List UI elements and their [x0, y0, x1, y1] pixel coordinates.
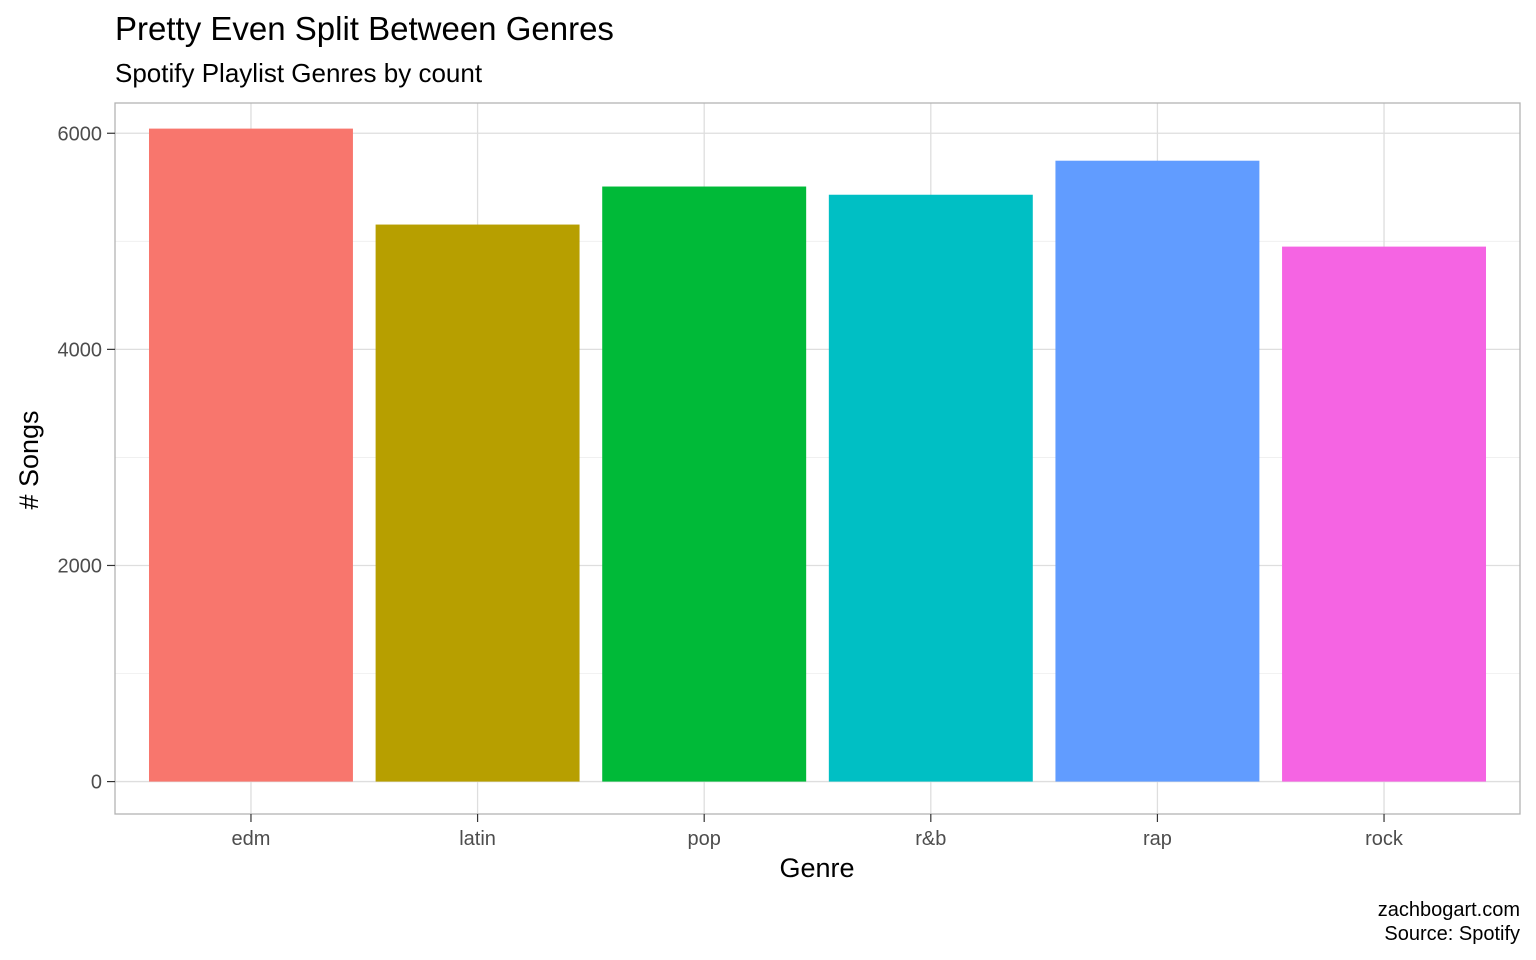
x-tick-label: pop: [688, 828, 721, 850]
bar-rb: [828, 194, 1033, 782]
chart-title: Pretty Even Split Between Genres: [115, 10, 614, 47]
bar-rock: [1282, 246, 1487, 782]
y-tick-label: 0: [91, 772, 102, 794]
y-tick-label: 2000: [58, 555, 103, 577]
x-axis-title: Genre: [779, 853, 854, 883]
y-tick-label: 6000: [58, 123, 103, 145]
x-tick-label: rap: [1143, 828, 1172, 850]
x-tick-label: r&b: [915, 828, 946, 850]
chart-subtitle: Spotify Playlist Genres by count: [115, 58, 483, 88]
y-tick-label: 4000: [58, 339, 103, 361]
axes: 0 2000 4000 6000 edm latin pop r&b rap rock: [58, 123, 1404, 850]
x-tick-label: rock: [1365, 828, 1404, 850]
y-axis-title: # Songs: [14, 410, 44, 509]
bar-pop: [602, 186, 807, 782]
bars: [148, 128, 1487, 782]
caption-line-2: Source: Spotify: [1384, 923, 1520, 945]
plot-border: [114, 102, 1521, 815]
x-tick-label: latin: [459, 828, 496, 850]
bar-edm: [148, 128, 353, 782]
caption-line-1: zachbogart.com: [1378, 899, 1520, 921]
bar-rap: [1055, 160, 1260, 782]
bar-latin: [375, 224, 580, 782]
x-tick-label: edm: [232, 828, 271, 850]
